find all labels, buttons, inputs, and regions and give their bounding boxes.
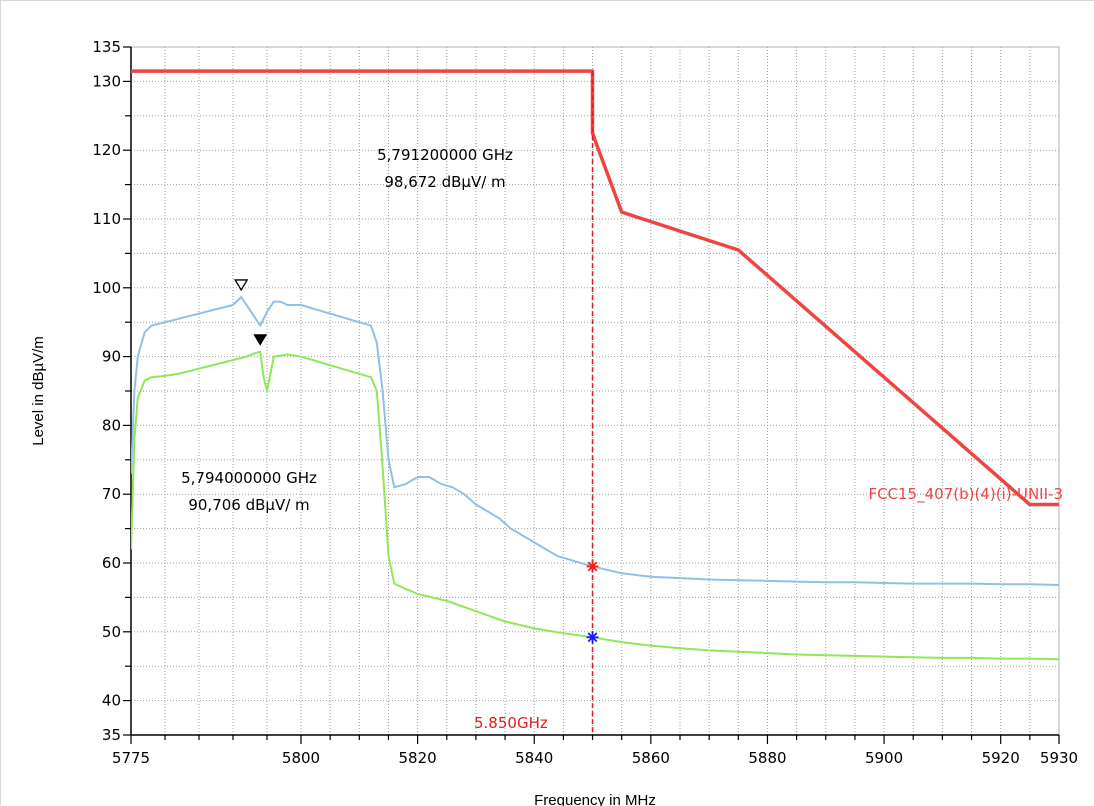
y-tick-label: 130 bbox=[92, 72, 121, 90]
y-tick-label: 50 bbox=[102, 623, 121, 641]
y-tick-label: 110 bbox=[92, 210, 121, 228]
y-tick-label: 40 bbox=[102, 692, 121, 710]
y-tick-label: 90 bbox=[102, 348, 121, 366]
marker-1-frequency: 5,791200000 GHz bbox=[377, 146, 513, 164]
marker-2-level: 90,706 dBµV/ m bbox=[188, 496, 309, 514]
y-tick-label: 135 bbox=[92, 38, 121, 56]
x-tick-label: 5840 bbox=[515, 749, 553, 767]
marker-layer bbox=[235, 71, 598, 735]
plot-area-border bbox=[131, 47, 1059, 735]
y-tick-label: 70 bbox=[102, 485, 121, 503]
x-tick-label: 5800 bbox=[282, 749, 320, 767]
y-tick-label: 100 bbox=[92, 279, 121, 297]
limit-line bbox=[131, 71, 1059, 504]
x-tick-label: 5920 bbox=[982, 749, 1020, 767]
marker-2-frequency: 5,794000000 GHz bbox=[181, 469, 317, 487]
star-marker bbox=[587, 631, 599, 643]
limit-line-label: FCC15_407(b)(4)(i)-UNII-3 bbox=[868, 485, 1063, 504]
x-tick-label: 5900 bbox=[865, 749, 903, 767]
marker-1-level: 98,672 dBµV/ m bbox=[384, 173, 505, 191]
peak-trace bbox=[131, 297, 1059, 585]
series-layer bbox=[131, 71, 1059, 659]
x-tick-label: 5775 bbox=[112, 749, 150, 767]
x-tick-label: 5820 bbox=[399, 749, 437, 767]
y-tick-label: 80 bbox=[102, 416, 121, 434]
x-tick-label: 5860 bbox=[632, 749, 670, 767]
x-tick-label: 5880 bbox=[748, 749, 786, 767]
x-axis-title: Frequency in MHz bbox=[534, 792, 656, 806]
grid bbox=[131, 47, 1059, 735]
marker-2-triangle bbox=[254, 335, 266, 345]
y-tick-label: 60 bbox=[102, 554, 121, 572]
marker-line-label: 5.850GHz bbox=[474, 714, 548, 732]
y-axis-title: Level in dBµV/m bbox=[30, 336, 47, 446]
marker-1-triangle bbox=[235, 280, 247, 290]
star-marker bbox=[587, 560, 599, 572]
x-tick-label: 5930 bbox=[1040, 749, 1078, 767]
y-tick-label: 35 bbox=[102, 726, 121, 744]
y-tick-label: 120 bbox=[92, 141, 121, 159]
